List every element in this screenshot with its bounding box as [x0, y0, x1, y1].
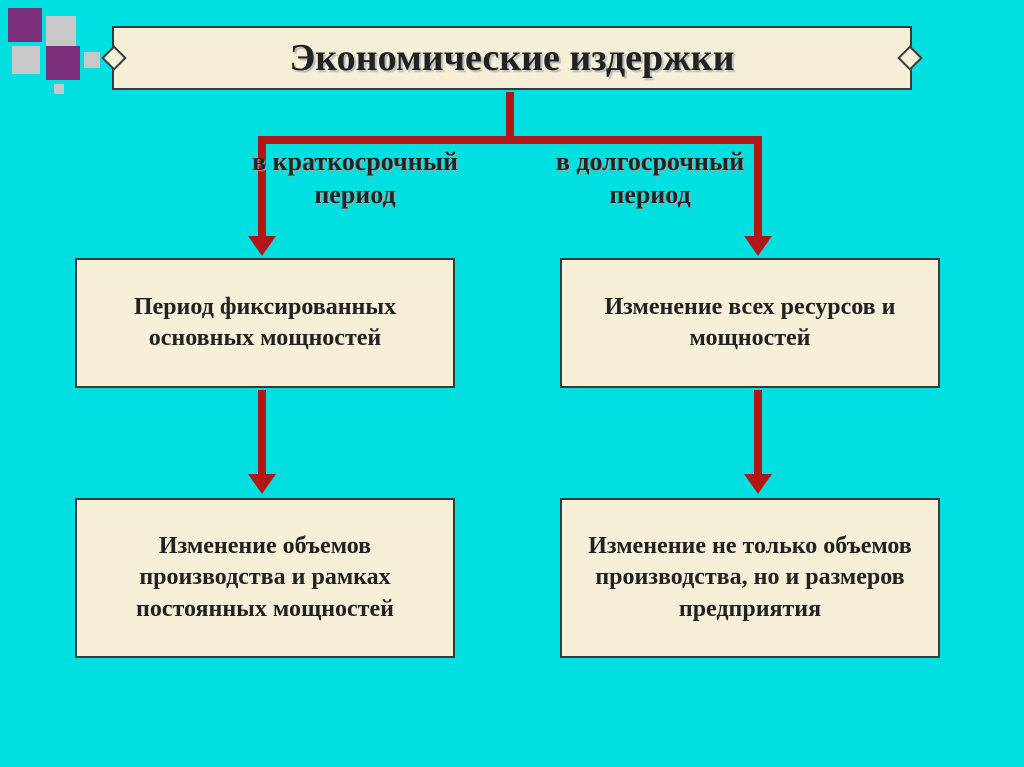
- decor-square: [12, 46, 40, 74]
- box-long-term-definition: Изменение всех ресурсов и мощностей: [560, 258, 940, 388]
- arrow-head-icon: [744, 236, 772, 256]
- title-text: Экономические издержки: [290, 36, 735, 80]
- decor-square: [8, 8, 42, 42]
- box-text: Изменение объемов производства и рамках …: [97, 531, 433, 625]
- box-long-term-change: Изменение не только объемов производства…: [560, 498, 940, 658]
- arrow-head-icon: [248, 236, 276, 256]
- box-text: Период фиксированных основных мощностей: [97, 292, 433, 354]
- decor-square: [46, 16, 76, 46]
- box-short-term-change: Изменение объемов производства и рамках …: [75, 498, 455, 658]
- box-text: Изменение не только объемов производства…: [582, 531, 918, 625]
- box-short-term-definition: Период фиксированных основных мощностей: [75, 258, 455, 388]
- title-box: Экономические издержки: [112, 26, 912, 90]
- decor-square: [46, 46, 80, 80]
- arrow-stem: [754, 390, 762, 476]
- arrow-horizontal: [258, 136, 762, 144]
- arrow-stem: [258, 390, 266, 476]
- decor-square: [84, 52, 100, 68]
- arrow-stem: [506, 92, 514, 140]
- arrow-head-icon: [744, 474, 772, 494]
- branch-label-short-term: в краткосрочный период: [225, 146, 485, 211]
- decor-square: [54, 84, 64, 94]
- arrow-head-icon: [248, 474, 276, 494]
- branch-label-long-term: в долгосрочный период: [520, 146, 780, 211]
- box-text: Изменение всех ресурсов и мощностей: [582, 292, 918, 354]
